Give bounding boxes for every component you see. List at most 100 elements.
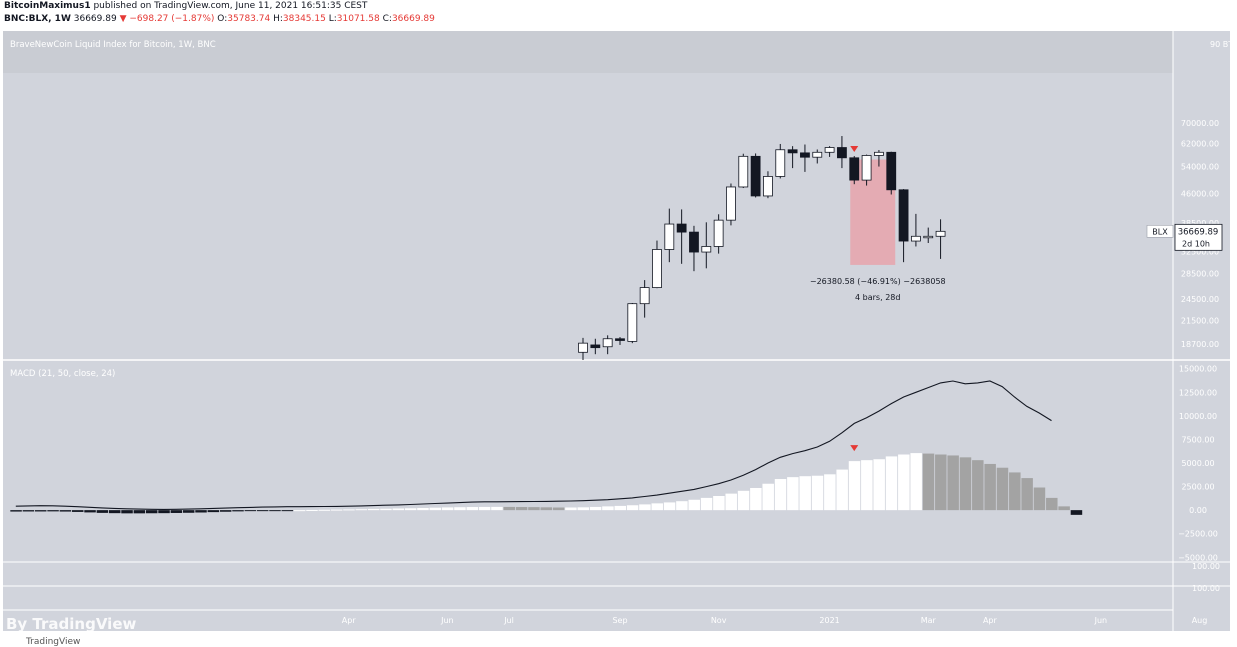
histogram-bar <box>1009 472 1021 511</box>
chart-background <box>3 31 1173 631</box>
histogram-bar <box>330 509 343 511</box>
time-tick-label: Nov <box>711 616 727 625</box>
histogram-bar <box>787 477 799 511</box>
macd-tick-label: −5000.00 <box>1178 553 1218 562</box>
time-tick-label: Apr <box>342 616 357 625</box>
histogram-bar <box>910 453 922 511</box>
candle <box>874 151 884 156</box>
histogram-bar <box>404 508 417 511</box>
measure-label: −26380.58 (−46.91%) −2638058 <box>810 277 946 286</box>
histogram-bar <box>429 507 442 511</box>
price-arrow-marker <box>850 146 859 153</box>
price-grid: 70000.00 62000.00 54000.00 46000.00 38500.00… <box>1181 119 1219 349</box>
histogram-bar <box>996 467 1009 511</box>
time-tick-label: Jul <box>503 616 514 625</box>
tradingview-watermark: By TradingView <box>6 615 137 633</box>
histogram-bar <box>417 507 429 511</box>
macd-line-group <box>15 380 1052 510</box>
price-tick-label: 46000.00 <box>1181 189 1219 198</box>
histogram-bar <box>737 490 750 511</box>
price-tick-label: 24500.00 <box>1181 295 1219 304</box>
chart-title: BraveNewCoin Liquid Index for Bitcoin, 1… <box>10 40 216 50</box>
histogram-bar <box>380 508 392 511</box>
badge-price: 36669.89 <box>1178 227 1219 237</box>
histogram-bar <box>602 506 614 511</box>
histogram-bar <box>232 510 244 512</box>
candle <box>750 155 761 197</box>
histogram-bar <box>121 510 133 514</box>
histogram-bar <box>355 509 368 511</box>
histogram-bar <box>528 507 540 511</box>
candle <box>689 231 699 253</box>
histogram-bar <box>478 506 491 511</box>
time-tick-label: Jun <box>1094 616 1108 625</box>
top-axis-label: 90 BTC <box>1210 40 1237 49</box>
tradingview-footer: TradingView <box>26 637 81 647</box>
histogram-bar <box>540 507 553 511</box>
macd-histogram <box>10 445 1083 515</box>
time-tick-label: Jun <box>440 616 454 625</box>
macd-arrow-marker <box>850 445 859 452</box>
histogram-bar <box>244 510 257 512</box>
price-change: ▼ −698.27 (−1.87%) <box>119 14 215 24</box>
candle <box>701 246 712 253</box>
publish-line: BitcoinMaximus1 published on TradingView… <box>4 1 367 11</box>
macd-tick-label: 7500.00 <box>1181 435 1214 444</box>
histogram-bar <box>10 510 22 512</box>
title-strip <box>3 31 1173 73</box>
ohlc-line: BNC:BLX, 1W 36669.89 ▼ −698.27 (−1.87%) … <box>4 14 435 24</box>
candle <box>787 149 798 154</box>
measure-bars: 4 bars, 28d <box>855 293 900 302</box>
time-tick-label: Sep <box>612 616 627 625</box>
high-value: 38345.15 <box>282 14 326 24</box>
histogram-bar <box>96 510 109 513</box>
macd-grid: 15000.00 12500.00 10000.00 7500.00 5000.00 25… <box>1178 365 1218 563</box>
histogram-bar <box>219 510 232 512</box>
candle <box>849 157 860 181</box>
histogram-bar <box>441 507 454 511</box>
histogram-bar <box>577 507 589 511</box>
histogram-bar <box>811 475 824 511</box>
candle <box>664 223 675 250</box>
candle <box>652 249 662 289</box>
time-tick-label: Apr <box>983 616 998 625</box>
last-price-badge: BLX 36669.89 2d 10h <box>1146 223 1223 251</box>
histogram-bar <box>1021 478 1033 511</box>
lower-pane-tick: 100.00 <box>1192 562 1220 571</box>
time-tick-label: Mar <box>921 616 937 625</box>
open-label: O: <box>217 14 228 24</box>
histogram-bar <box>306 509 318 511</box>
candle <box>911 235 921 242</box>
histogram-bar <box>762 483 774 511</box>
histogram-bar <box>133 510 146 514</box>
macd-tick-label: 15000.00 <box>1179 365 1217 374</box>
histogram-bar <box>700 497 713 511</box>
histogram-bar <box>269 510 281 512</box>
histogram-bar <box>47 510 59 512</box>
histogram-bar <box>836 469 848 511</box>
histogram-bar <box>281 510 294 512</box>
price-tick-label: 28500.00 <box>1181 270 1219 279</box>
candle <box>726 186 736 221</box>
histogram-bar <box>170 510 183 513</box>
candle <box>824 147 835 153</box>
histogram-bar <box>22 510 35 512</box>
candle <box>590 344 601 349</box>
badge-symbol: BLX <box>1152 227 1168 236</box>
histogram-bar <box>663 502 676 511</box>
symbol-label: BNC:BLX, 1W <box>4 14 71 24</box>
last-price: 36669.89 <box>73 14 117 24</box>
histogram-bar <box>972 460 984 511</box>
candle <box>923 235 934 239</box>
candle <box>713 219 724 247</box>
candle <box>775 149 786 177</box>
badge-price-box <box>1174 223 1223 251</box>
histogram-bar <box>256 510 269 512</box>
price-tick-label: 21500.00 <box>1181 317 1219 326</box>
histogram-bar <box>639 504 651 511</box>
author-name[interactable]: BitcoinMaximus1 <box>4 1 91 11</box>
histogram-bar <box>293 510 306 512</box>
histogram-bar <box>1046 497 1058 511</box>
histogram-bar <box>84 510 96 513</box>
